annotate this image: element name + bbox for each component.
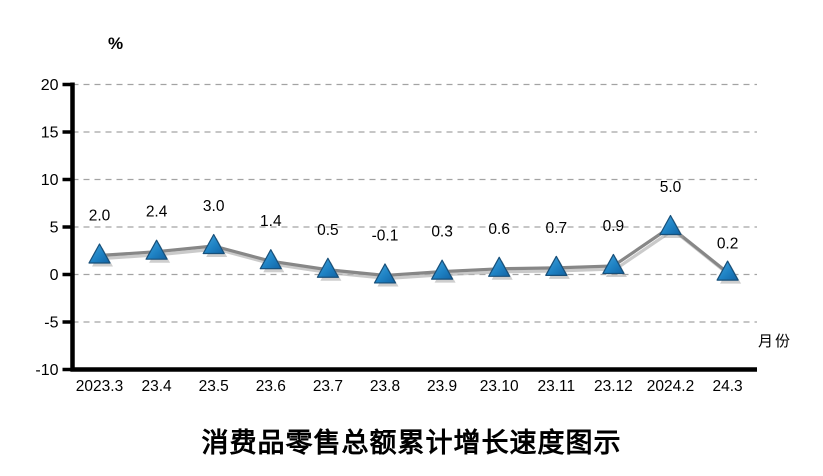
svg-text:-0.1: -0.1 [372,227,399,244]
svg-text:20: 20 [41,77,59,94]
svg-text:-5: -5 [44,315,58,332]
x-axis-unit-label: 月份 [758,334,793,350]
svg-text:5.0: 5.0 [660,179,682,196]
svg-text:23.7: 23.7 [313,378,343,395]
svg-text:23.12: 23.12 [594,378,633,395]
svg-text:0.3: 0.3 [431,224,453,241]
data-series [88,214,742,287]
svg-text:0.2: 0.2 [717,236,739,253]
svg-text:10: 10 [41,172,59,189]
svg-text:2.0: 2.0 [89,208,111,225]
svg-text:3.0: 3.0 [203,198,225,215]
svg-text:23.8: 23.8 [370,378,400,395]
svg-text:2024.2: 2024.2 [647,378,694,395]
svg-text:23.6: 23.6 [256,378,286,395]
svg-text:5: 5 [50,220,59,237]
axes [62,82,757,372]
svg-text:0.7: 0.7 [546,220,568,237]
svg-text:1.4: 1.4 [260,213,282,230]
svg-text:23.11: 23.11 [537,378,575,395]
svg-text:2023.3: 2023.3 [76,378,123,395]
svg-text:-10: -10 [35,362,58,379]
svg-text:2.4: 2.4 [146,204,168,221]
svg-text:0: 0 [50,267,59,284]
svg-text:23.10: 23.10 [480,378,519,395]
x-axis-category-labels: 2023.3 23.4 23.5 23.6 23.7 23.8 23.9 23.10 23.11… [76,378,743,395]
svg-text:24.3: 24.3 [713,378,743,395]
svg-text:23.4: 23.4 [142,378,173,395]
line-chart-plot: -10 -5 0 5 10 15 20 2023.3 23.4 23.5 23.6 23.7 23.8… [35,77,757,395]
chart-title: 消费品零售总额累计增长速度图示 [201,428,622,458]
gridlines [72,83,757,323]
data-point-labels: 2.0 2.4 3.0 1.4 0.5 -0.1 0.3 0.6 0.7 0.9 5.0 0.2 [89,179,739,253]
svg-text:0.5: 0.5 [317,222,339,239]
svg-text:0.9: 0.9 [603,218,625,235]
svg-text:0.6: 0.6 [488,221,510,238]
y-axis-unit-label: % [108,34,124,53]
y-axis-tick-labels: -10 -5 0 5 10 15 20 [35,77,58,379]
svg-text:23.9: 23.9 [427,378,457,395]
svg-text:15: 15 [41,125,59,142]
svg-text:23.5: 23.5 [199,378,229,395]
